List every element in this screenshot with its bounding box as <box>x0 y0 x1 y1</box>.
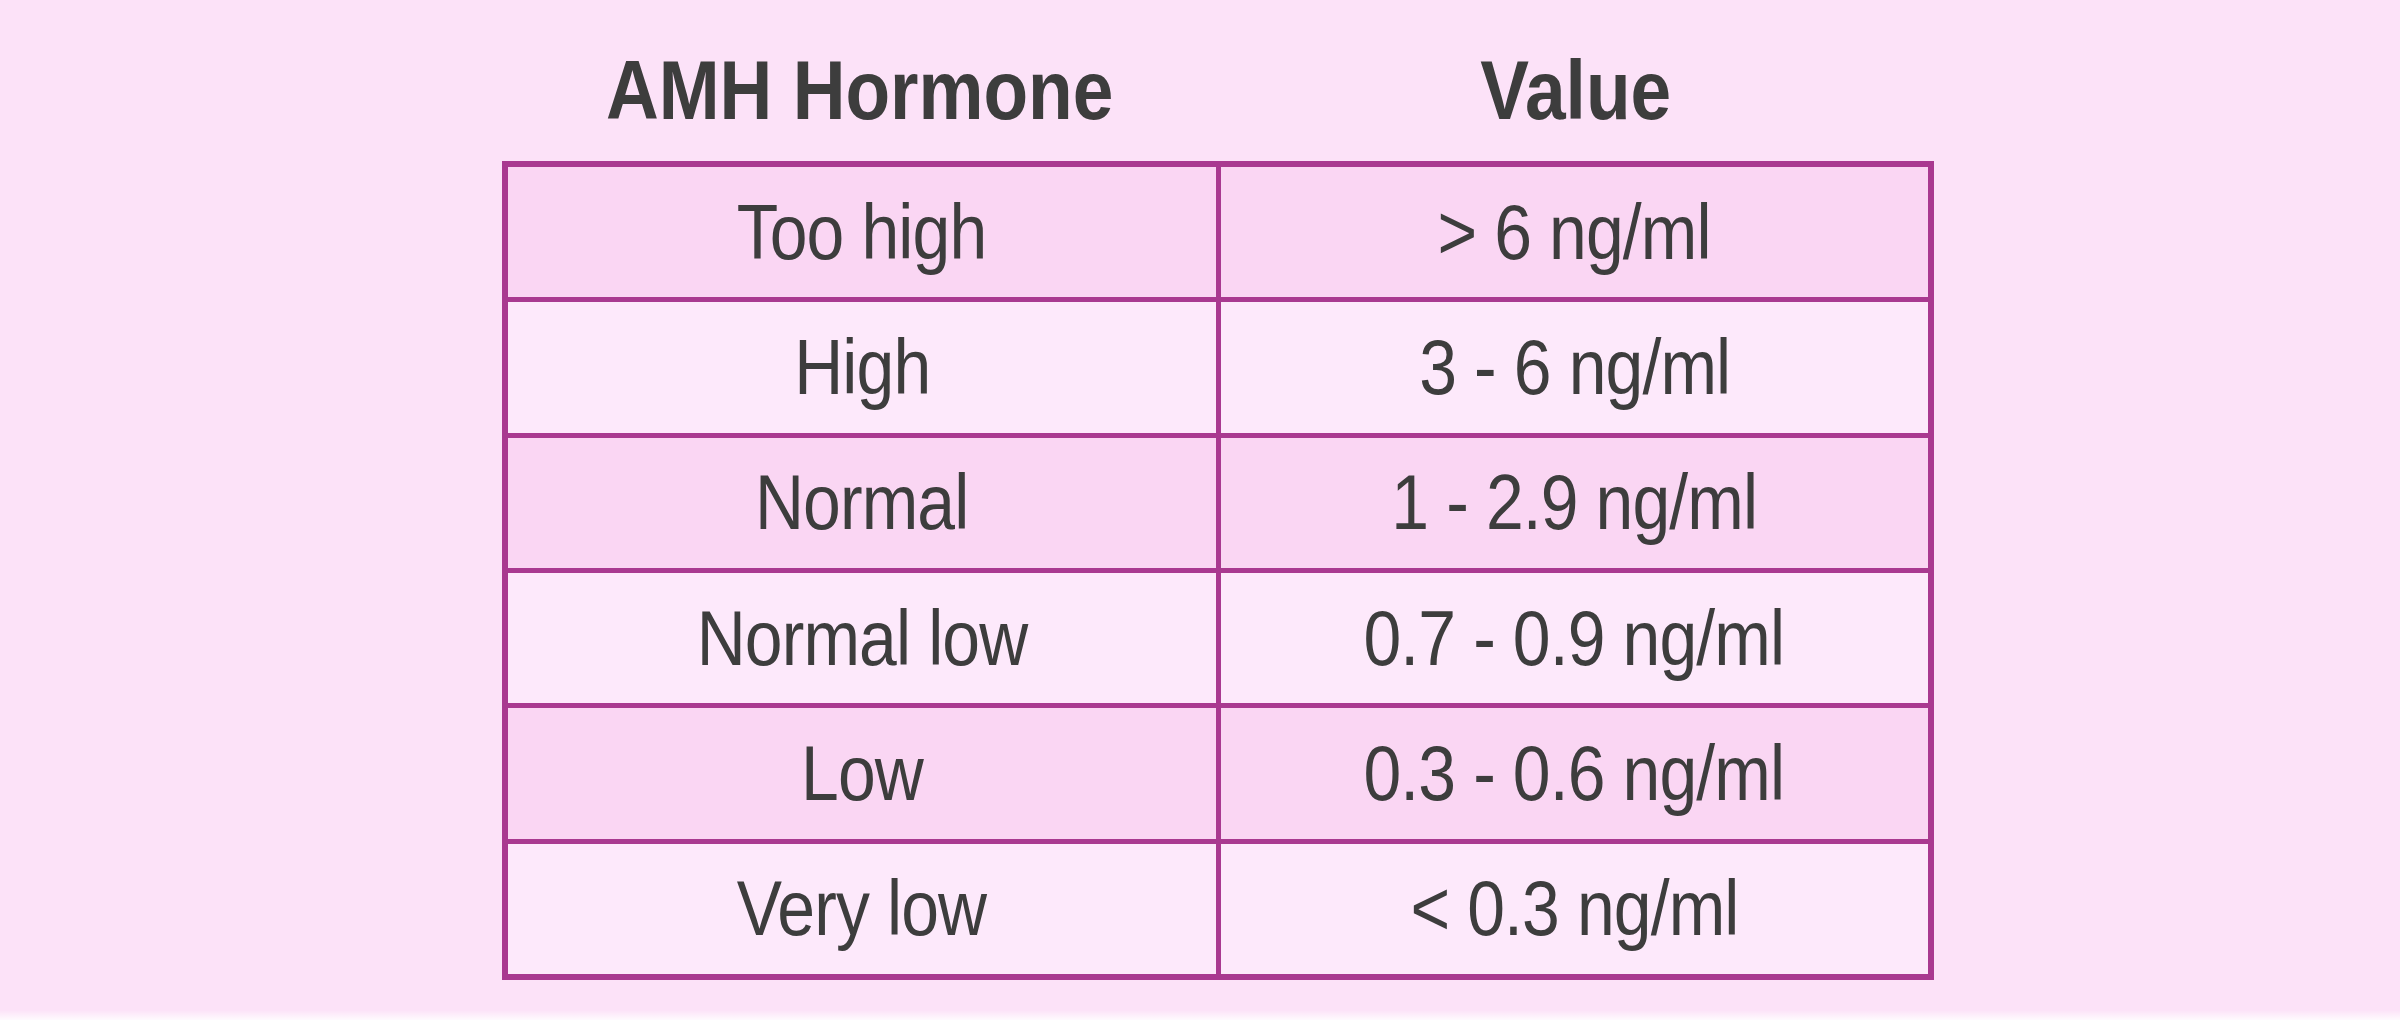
table-cell-value: > 6 ng/ml <box>1221 167 1929 297</box>
table-cell-value: 1 - 2.9 ng/ml <box>1221 438 1929 568</box>
value-label: > 6 ng/ml <box>1438 187 1711 278</box>
level-label: Normal <box>755 457 968 548</box>
column-header-value: Value <box>1218 34 1934 146</box>
column-headers: AMH Hormone Value <box>502 34 1934 146</box>
amh-levels-table: Too high > 6 ng/ml High 3 - 6 ng/ml Norm… <box>502 161 1934 980</box>
level-label: Normal low <box>696 593 1027 684</box>
table-cell-level: Too high <box>508 167 1216 297</box>
amh-infographic: AMH Hormone Value Too high > 6 ng/ml Hig… <box>0 0 2400 1020</box>
column-header-value-label: Value <box>1481 42 1672 139</box>
column-header-amh-hormone: AMH Hormone <box>502 34 1218 146</box>
table-cell-level: Normal <box>508 438 1216 568</box>
table-cell-value: 0.7 - 0.9 ng/ml <box>1221 573 1929 703</box>
value-label: < 0.3 ng/ml <box>1410 863 1738 954</box>
table-cell-value: < 0.3 ng/ml <box>1221 844 1929 974</box>
level-label: Low <box>801 728 923 819</box>
value-label: 3 - 6 ng/ml <box>1419 322 1730 413</box>
table-cell-level: Normal low <box>508 573 1216 703</box>
level-label: High <box>794 322 930 413</box>
table-cell-level: High <box>508 302 1216 432</box>
table-cell-value: 0.3 - 0.6 ng/ml <box>1221 708 1929 838</box>
table-cell-level: Very low <box>508 844 1216 974</box>
level-label: Too high <box>737 187 987 278</box>
table-cell-level: Low <box>508 708 1216 838</box>
value-label: 0.7 - 0.9 ng/ml <box>1364 593 1785 684</box>
value-label: 0.3 - 0.6 ng/ml <box>1364 728 1785 819</box>
level-label: Very low <box>737 863 987 954</box>
value-label: 1 - 2.9 ng/ml <box>1391 457 1757 548</box>
table-cell-value: 3 - 6 ng/ml <box>1221 302 1929 432</box>
column-header-amh-hormone-label: AMH Hormone <box>606 42 1113 139</box>
